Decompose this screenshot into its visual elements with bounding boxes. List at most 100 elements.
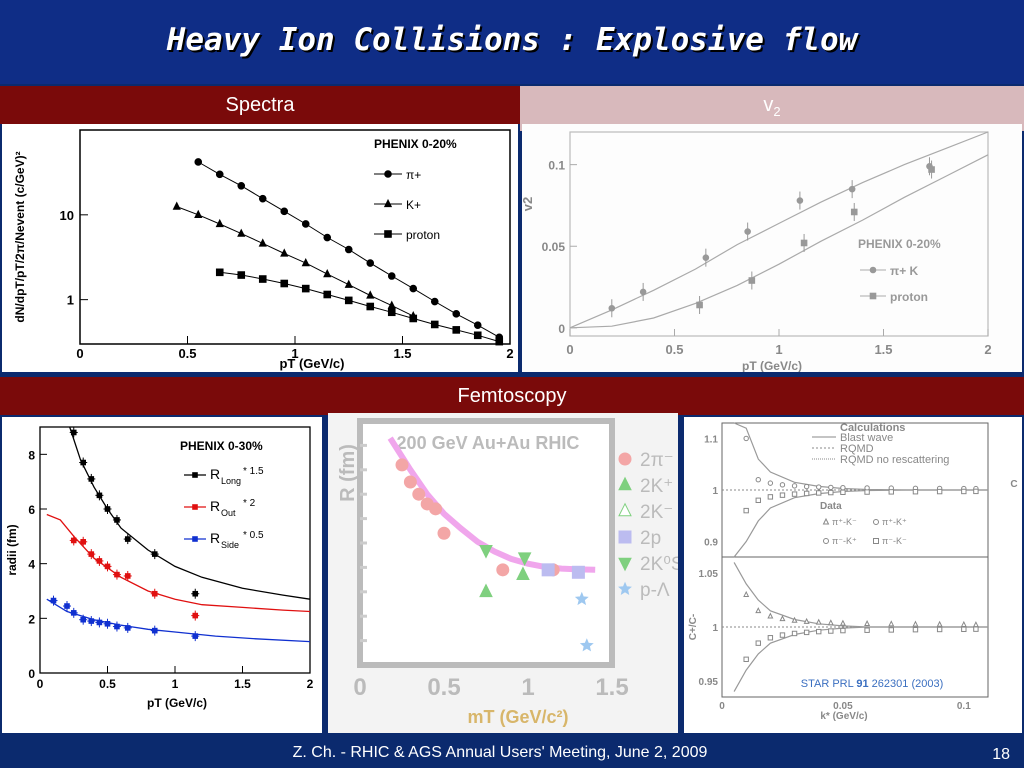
ratio-point bbox=[755, 476, 761, 483]
ratio-data-label: π⁺-K⁻ bbox=[832, 517, 857, 527]
v2-point bbox=[696, 301, 703, 309]
mt-ylabel: R (fm) bbox=[337, 444, 359, 502]
spectra-point bbox=[323, 233, 332, 242]
ratio-bottom-ytick: 0.95 bbox=[699, 677, 719, 688]
ratio-point bbox=[840, 627, 846, 634]
ratio-point bbox=[888, 620, 895, 627]
ratio-point bbox=[767, 480, 774, 486]
radii-legend-base: R bbox=[210, 466, 220, 482]
radii-point bbox=[114, 571, 120, 578]
mt-fit-curve bbox=[387, 436, 596, 573]
radii-point bbox=[151, 627, 158, 634]
ratio-point bbox=[888, 489, 894, 495]
v2-header-base: v bbox=[763, 94, 774, 116]
mt-xtick-label: 0.5 bbox=[427, 674, 460, 701]
mt-scaling-chart: 0 0.5 1 1.5 mT (GeV/c²) R (fm) 200 GeV Au+Au R… bbox=[337, 418, 684, 727]
v2-title: PHENIX 0-20% bbox=[858, 237, 941, 251]
radii-fit-curve bbox=[46, 598, 311, 643]
v2-point bbox=[928, 166, 935, 173]
v2-ytick-label: 0 bbox=[558, 322, 565, 336]
ratio-point bbox=[767, 635, 774, 641]
radii-point bbox=[151, 590, 158, 597]
mt-frame bbox=[357, 418, 615, 668]
radii-xtick-label: 1 bbox=[172, 677, 179, 691]
ratio-point bbox=[912, 489, 919, 495]
v2-xtick-label: 2 bbox=[984, 342, 991, 357]
radii-point bbox=[80, 616, 87, 623]
radii-point bbox=[192, 590, 199, 597]
ratio-point bbox=[791, 630, 798, 637]
ratio-xlabel: k* (GeV/c) bbox=[820, 711, 867, 722]
v2-point bbox=[850, 208, 858, 216]
footer-bar: Z. Ch. - RHIC & AGS Annual Users' Meetin… bbox=[0, 738, 1024, 768]
ratio-chart: 0 0.05 0.1 k* (GeV/c) 1.1 1 0.9 1.05 1 0.95 C C+/C-… bbox=[688, 422, 1018, 722]
radii-xtick-label: 2 bbox=[307, 677, 314, 691]
ratio-panel: 0 0.05 0.1 k* (GeV/c) 1.1 1 0.9 1.05 1 0.95 C C+/C-… bbox=[684, 417, 1022, 733]
spectra-header: Spectra bbox=[0, 86, 520, 124]
spectra-frame bbox=[79, 129, 511, 345]
ratio-point bbox=[888, 627, 894, 633]
ratio-calc-title: Calculations bbox=[840, 422, 905, 434]
spectra-point bbox=[366, 290, 375, 299]
mt-legend-label: 2K⁰S bbox=[640, 554, 678, 575]
v2-theory-curve bbox=[569, 154, 989, 329]
ratio-bottom-ylabel: C+/C- bbox=[688, 614, 699, 640]
ratio-top-ytick: 1 bbox=[712, 486, 718, 497]
ratio-point bbox=[936, 620, 943, 627]
spectra-xtick-label: 0.5 bbox=[178, 346, 196, 361]
v2-ytick-label: 0.1 bbox=[548, 159, 565, 173]
ratio-point bbox=[840, 485, 846, 491]
mt-point bbox=[479, 545, 493, 559]
mt-point bbox=[395, 458, 409, 472]
radii-point bbox=[96, 558, 103, 564]
v2-xtick-label: 1 bbox=[775, 342, 782, 357]
ratio-bottom-ytick: 1.05 bbox=[699, 569, 719, 580]
title-bar bbox=[0, 0, 1024, 84]
radii-point bbox=[96, 619, 103, 626]
v2-point bbox=[800, 239, 808, 247]
spectra-point bbox=[409, 284, 418, 293]
mt-point bbox=[437, 526, 451, 540]
v2-point bbox=[744, 228, 751, 235]
ratio-point bbox=[791, 491, 798, 497]
radii-point bbox=[70, 537, 77, 544]
star-reference-pre: STAR PRL bbox=[801, 678, 857, 690]
radii-title: PHENIX 0-30% bbox=[180, 439, 263, 453]
ratio-data-marker bbox=[822, 517, 830, 525]
spectra-point bbox=[258, 238, 267, 247]
ratio-curve bbox=[733, 489, 988, 558]
mt-point bbox=[517, 552, 532, 566]
ratio-data-title: Data bbox=[820, 501, 842, 512]
v2-header: v2 bbox=[520, 86, 1024, 131]
v2-point bbox=[702, 254, 710, 261]
ratio-point bbox=[803, 629, 810, 636]
ratio-point bbox=[743, 590, 750, 597]
spectra-point bbox=[344, 296, 353, 305]
spectra-ylabel: dN/dpT/pT/2π/Nevent (c/GeV)² bbox=[13, 151, 27, 322]
radii-point bbox=[124, 536, 131, 542]
spectra-point bbox=[344, 245, 353, 254]
radii-ytick-label: 4 bbox=[28, 558, 35, 572]
radii-legend-sub: Out bbox=[221, 508, 236, 518]
radii-point bbox=[104, 621, 111, 627]
radii-point bbox=[114, 623, 120, 630]
spectra-point bbox=[301, 284, 310, 293]
spectra-ytick-label: 10 bbox=[60, 208, 74, 223]
star-reference-post: 262301 (2003) bbox=[869, 678, 944, 690]
spectra-point bbox=[473, 321, 482, 329]
mt-xtick-label: 1 bbox=[521, 674, 534, 701]
radii-point bbox=[50, 597, 57, 604]
slide-title: Heavy Ion Collisions : Explosive flow bbox=[166, 22, 858, 58]
radii-xtick-label: 0 bbox=[37, 677, 44, 691]
ratio-top-ylabel: C bbox=[1010, 479, 1017, 490]
spectra-point bbox=[301, 220, 310, 228]
mt-legend-marker bbox=[618, 452, 632, 466]
radii-point bbox=[70, 610, 77, 616]
v2-point bbox=[748, 277, 756, 284]
mt-point bbox=[403, 475, 417, 489]
ratio-point bbox=[961, 626, 967, 633]
ratio-point bbox=[743, 435, 749, 442]
radii-point bbox=[114, 517, 120, 523]
ratio-point bbox=[755, 640, 761, 646]
ratio-top-ytick: 1.1 bbox=[704, 434, 718, 445]
